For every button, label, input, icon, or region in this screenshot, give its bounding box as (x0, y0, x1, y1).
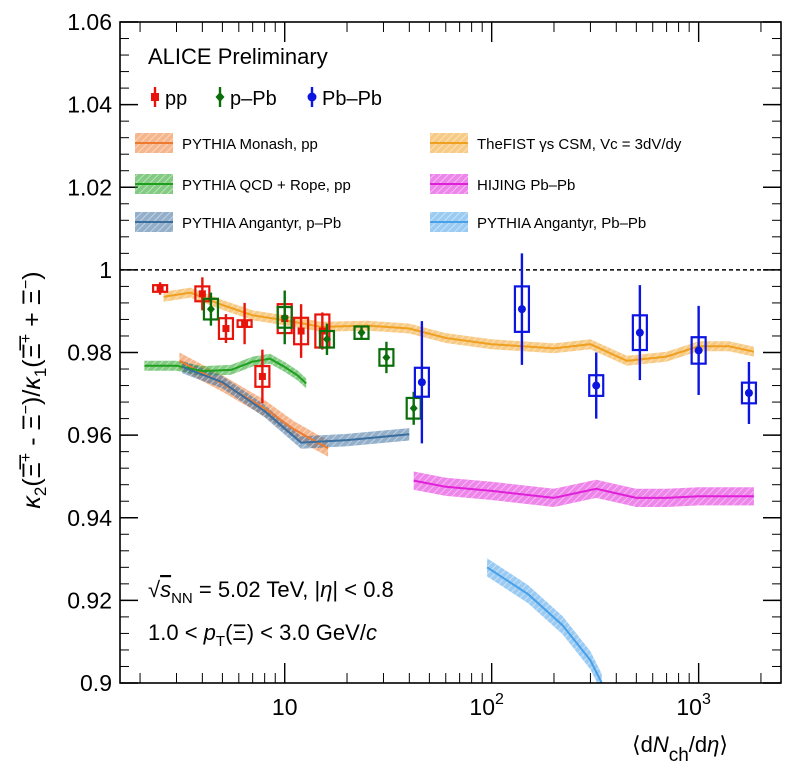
sys-error-box (217, 317, 235, 340)
energy-annotation: √sNN = 5.02 TeV, |η| < 0.8 (148, 577, 394, 607)
pt-annotation: 1.0 < pT(Ξ) < 3.0 GeV/c (148, 620, 377, 650)
data-point-diamond-1-4 (378, 341, 395, 374)
legend-model-label: TheFIST γs CSM, Vc = 3dV/dy (477, 136, 682, 153)
data-point-square-0-1 (194, 277, 211, 311)
data-point-diamond-1-0 (202, 292, 220, 326)
legend-model-label: PYTHIA Monash, pp (182, 136, 318, 153)
marker-diamond (280, 312, 289, 322)
model-lines (144, 291, 755, 683)
y-tick-label: 1.06 (67, 9, 112, 35)
data-point-square-0-4 (254, 349, 271, 404)
x-tick-label: 10 (272, 694, 298, 720)
data-point-diamond-1-2 (318, 323, 336, 355)
sys-error-box (740, 381, 758, 405)
x-axis-label: ⟨dNch/dη⟩ (632, 732, 728, 766)
legend-label: p–Pb (230, 88, 277, 110)
sys-error-box (353, 325, 370, 340)
x-tick-label: 103 (676, 691, 711, 720)
sys-error-box (276, 305, 293, 329)
marker-circle (744, 388, 753, 397)
y-axis-label: κ2(Ξ̅+ - Ξ−)/κ1(Ξ̅+ + Ξ−) (18, 271, 50, 508)
marker-diamond (322, 334, 331, 344)
legend-model-label: PYTHIA Angantyr, p–Pb (182, 215, 341, 232)
sys-error-box (413, 366, 430, 398)
model-band-hatch-5 (487, 558, 602, 683)
model-line-3 (413, 479, 754, 499)
legend-label: pp (165, 88, 187, 110)
data-point-square-0-3 (236, 302, 253, 345)
sys-error-box (513, 285, 531, 333)
data-point-diamond-1-1 (276, 290, 293, 345)
data-point-circle-2-0 (413, 321, 430, 444)
legend-model-label: HIJING Pb–Pb (477, 177, 575, 194)
x-tick-label: 102 (469, 691, 504, 720)
chart-title: ALICE Preliminary (148, 44, 328, 69)
legend-diamond (215, 92, 225, 102)
axes: 0.9 0.92 0.94 0.96 0.98 1 1.02 1.04 1.06 10 102 103 (67, 9, 781, 720)
marker-diamond (409, 403, 418, 413)
legend: pp p–Pb Pb–Pb PYTHIA Monash, pp TheFIST γs C… (135, 87, 682, 232)
y-tick-label: 1.02 (67, 174, 112, 200)
marker-square (222, 325, 230, 333)
y-tick-label: 1.04 (67, 92, 112, 118)
legend-marker-square (151, 87, 159, 107)
marker-diamond (357, 328, 366, 338)
legend-square (151, 93, 159, 101)
marker-square (297, 327, 305, 335)
y-tick-label: 0.94 (67, 505, 112, 531)
marker-square (156, 284, 164, 292)
data-point-circle-2-3 (631, 285, 648, 381)
legend-marker-circle (307, 87, 317, 107)
data-point-circle-2-5 (740, 362, 758, 424)
marker-square (241, 320, 249, 328)
marker-circle (592, 381, 601, 390)
marker-square (198, 290, 206, 298)
legend-marker-diamond (215, 87, 225, 107)
marker-diamond (206, 304, 215, 314)
model-line-5 (486, 566, 603, 683)
data-point-square-0-2 (217, 314, 235, 343)
data-point-square-0-6 (293, 304, 310, 358)
sys-error-box (202, 297, 220, 321)
model-band-hatch-4 (182, 360, 410, 449)
marker-circle (417, 378, 426, 387)
marker-circle (517, 305, 526, 314)
model-line-1 (163, 291, 755, 362)
marker-diamond (382, 352, 391, 362)
sys-error-box (318, 329, 336, 349)
legend-circle (307, 92, 317, 102)
sys-error-box (588, 374, 605, 397)
sys-error-box (293, 316, 310, 346)
marker-circle (635, 328, 644, 337)
model-line-4 (181, 366, 410, 444)
y-tick-label: 0.98 (67, 340, 112, 366)
legend-model-label: PYTHIA QCD + Rope, pp (182, 177, 351, 194)
data-points (152, 253, 758, 444)
data-point-diamond-1-3 (353, 325, 370, 340)
data-point-circle-2-2 (588, 352, 605, 419)
sys-error-box (378, 348, 395, 367)
legend-label: Pb–Pb (322, 88, 382, 110)
marker-circle (694, 346, 703, 355)
sys-error-box (254, 365, 271, 388)
sys-error-box (194, 285, 211, 303)
marker-square (258, 372, 266, 380)
y-tick-label: 0.9 (80, 670, 112, 696)
data-point-circle-2-4 (690, 305, 707, 396)
data-point-circle-2-1 (513, 253, 531, 365)
sys-error-box (690, 336, 707, 365)
data-point-square-0-0 (152, 282, 169, 295)
y-tick-label: 1 (99, 257, 112, 283)
y-tick-label: 0.92 (67, 587, 112, 613)
legend-model-label: PYTHIA Angantyr, Pb–Pb (477, 215, 646, 232)
sys-error-box (631, 314, 648, 352)
y-tick-label: 0.96 (67, 422, 112, 448)
